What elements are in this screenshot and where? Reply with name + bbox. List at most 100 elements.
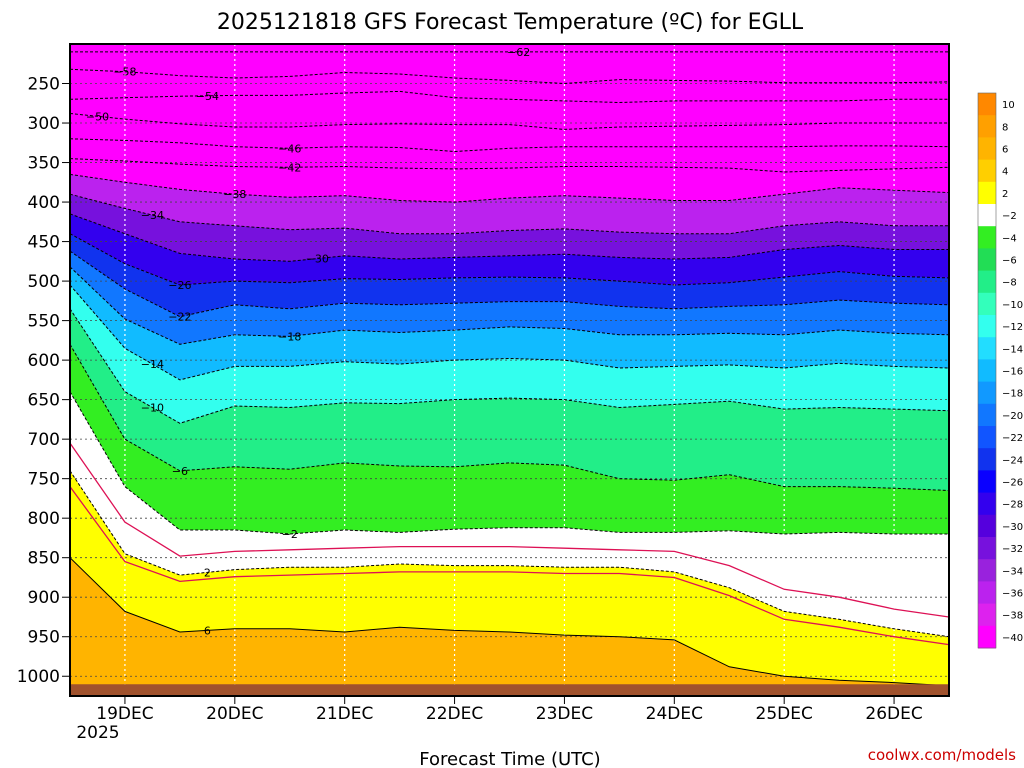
plot-area: −62−58−54−50−46−42−38−34−30−26−22−18−14−… — [70, 44, 949, 696]
contour-label: −18 — [278, 330, 301, 343]
contour-label: −42 — [278, 161, 301, 174]
contour-line — [70, 193, 949, 235]
x-tick-label: 25DEC — [756, 704, 813, 724]
colorbar-label: −16 — [1002, 367, 1023, 378]
x-tick-label: 23DEC — [536, 704, 593, 724]
contour-line — [70, 250, 949, 318]
colorbar-swatch — [978, 270, 996, 294]
colorbar-swatch — [978, 359, 996, 383]
x-tick-label: 24DEC — [646, 704, 703, 724]
credit-text: coolwx.com/models — [868, 746, 1016, 764]
band-above--34 — [70, 194, 949, 262]
colorbar-swatch — [978, 115, 996, 138]
band-above-2 — [70, 470, 949, 686]
contour-label: −30 — [306, 253, 329, 266]
band-above--26 — [70, 233, 949, 317]
colorbar-label: −8 — [1002, 278, 1017, 289]
x-tick-label: 20DEC — [206, 704, 263, 724]
colorbar-label: −4 — [1002, 233, 1017, 244]
colorbar-label: 10 — [1002, 100, 1015, 111]
plot-frame — [69, 43, 950, 697]
colorbar-label: −20 — [1002, 411, 1023, 422]
colorbar-label: −40 — [1002, 633, 1023, 644]
contour-line — [70, 470, 949, 638]
colorbar-label: −6 — [1002, 256, 1017, 267]
contour-line — [70, 138, 949, 153]
band-above--2 — [70, 391, 949, 637]
colorbar-swatch — [978, 514, 996, 538]
contour-label: −14 — [141, 358, 164, 371]
colorbar-label: −32 — [1002, 544, 1023, 555]
contour-label: −62 — [507, 46, 530, 59]
contour-label: 2 — [204, 566, 211, 579]
y-tick-label: 900 — [28, 588, 60, 608]
colorbar-swatch — [978, 537, 996, 560]
contour-label: −26 — [168, 279, 191, 292]
colorbar-swatch — [978, 159, 996, 183]
colorbar-label: −28 — [1002, 500, 1023, 511]
colorbar-label: −26 — [1002, 478, 1023, 489]
contour-label: −46 — [278, 142, 301, 155]
band-above--6 — [70, 344, 949, 534]
band-above-6 — [70, 557, 949, 696]
colorbar-swatch — [978, 137, 996, 161]
contour-line — [70, 233, 949, 286]
contour-label: −54 — [196, 90, 219, 103]
x-tick-label: 19DEC — [96, 704, 153, 724]
colorbar-label: −10 — [1002, 300, 1023, 311]
colorbar-label: 4 — [1002, 167, 1008, 178]
colorbar-label: −36 — [1002, 589, 1023, 600]
colorbar-label: −34 — [1002, 566, 1023, 577]
colorbar-swatch — [978, 93, 996, 116]
contour-label: −2 — [282, 528, 298, 541]
y-tick-label: 300 — [28, 114, 60, 134]
colorbar-swatch — [978, 581, 996, 605]
colorbar-label: −30 — [1002, 522, 1023, 533]
colorbar-label: −22 — [1002, 433, 1023, 444]
y-tick-label: 550 — [28, 312, 60, 332]
band-above--42 — [70, 158, 949, 203]
contour-line — [70, 173, 949, 203]
contour-line — [70, 284, 949, 381]
colorbar-swatch — [978, 559, 996, 582]
y-tick-label: 450 — [28, 233, 60, 253]
band-above--14 — [70, 285, 949, 424]
contour-line — [70, 308, 949, 424]
band-above--22 — [70, 251, 949, 345]
colorbar-swatch — [978, 470, 996, 494]
y-tick-label: 500 — [28, 272, 60, 292]
x-year-label: 2025 — [76, 723, 119, 743]
contour-line — [70, 158, 949, 173]
colorbar-label: −14 — [1002, 344, 1023, 355]
y-tick-label: 250 — [28, 75, 60, 95]
colorbar-label: 8 — [1002, 122, 1008, 133]
contour-line — [70, 90, 949, 104]
x-tick-label: 26DEC — [865, 704, 922, 724]
colorbar-label: 6 — [1002, 145, 1008, 156]
colorbar-swatch — [978, 426, 996, 449]
colorbar-label: −18 — [1002, 389, 1023, 400]
chart-title: 2025121818 GFS Forecast Temperature (ºC)… — [217, 10, 804, 35]
contour-label: −6 — [172, 465, 188, 478]
ground — [70, 684, 949, 696]
contour-label: −10 — [141, 402, 164, 415]
y-tick-label: 800 — [28, 509, 60, 529]
contour-label: −58 — [113, 66, 136, 79]
y-tick-label: 650 — [28, 391, 60, 411]
contour-line — [70, 113, 949, 130]
colorbar-swatch — [978, 315, 996, 338]
y-tick-label: 600 — [28, 351, 60, 371]
band-above--30 — [70, 213, 949, 285]
colorbar: 10 8 6 4 2 −2 −4 −6 −8 −10 −12 −14 −16 −18 −20 −22 −24 −2… — [977, 92, 1023, 649]
colorbar-swatch — [978, 292, 996, 316]
y-tick-label: 750 — [28, 470, 60, 490]
colorbar-swatch — [978, 381, 996, 405]
colorbar-swatch — [978, 204, 996, 227]
colorbar-swatch — [978, 248, 996, 272]
band-above--18 — [70, 266, 949, 380]
contour-line — [70, 391, 949, 535]
colorbar-swatch — [978, 603, 996, 627]
freezing-line — [70, 442, 949, 618]
contour-label: −50 — [86, 110, 109, 123]
